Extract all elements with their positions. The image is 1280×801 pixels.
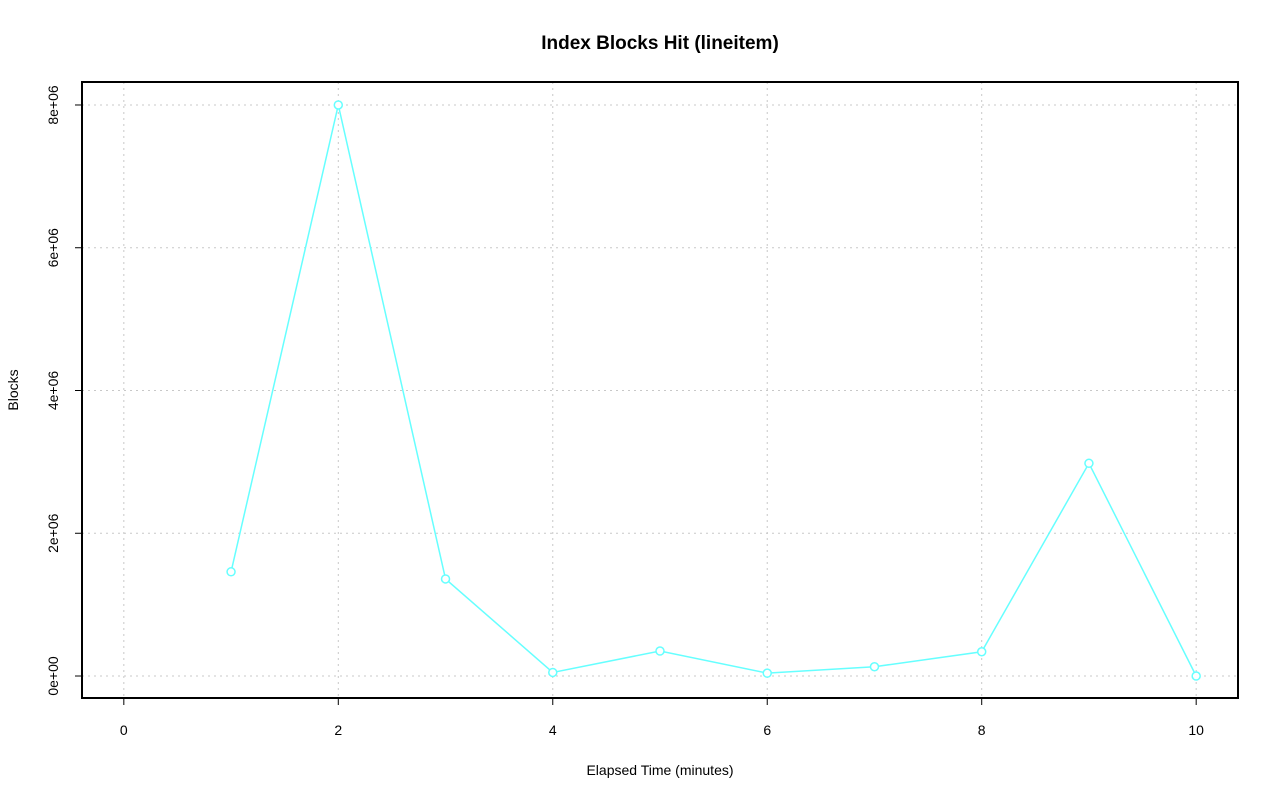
x-axis-label: Elapsed Time (minutes) [586,762,733,778]
y-tick-label: 6e+06 [45,228,61,268]
series-line [230,104,1197,677]
y-tick-label: 0e+00 [45,656,61,696]
data-point [440,574,451,584]
data-point [869,661,880,672]
x-tick-label: 6 [763,722,771,738]
y-axis-label: Blocks [5,369,21,410]
data-point [548,667,558,678]
data-point [1191,671,1201,681]
y-tick-label: 4e+06 [45,371,61,411]
chart-title: Index Blocks Hit (lineitem) [541,33,779,54]
x-tick-label: 0 [120,722,128,738]
x-tick-label: 10 [1188,722,1204,738]
data-point [1084,458,1094,469]
x-tick-label: 4 [549,722,557,738]
data-point [762,668,772,678]
x-tick-label: 2 [334,722,342,738]
data-point [655,646,665,656]
data-point [976,646,987,657]
plot-frame [81,81,1239,699]
data-point [333,100,344,110]
y-tick-label: 2e+06 [45,513,61,553]
data-point [226,567,236,577]
x-tick-label: 8 [978,722,986,738]
y-tick-label: 8e+06 [45,85,61,125]
